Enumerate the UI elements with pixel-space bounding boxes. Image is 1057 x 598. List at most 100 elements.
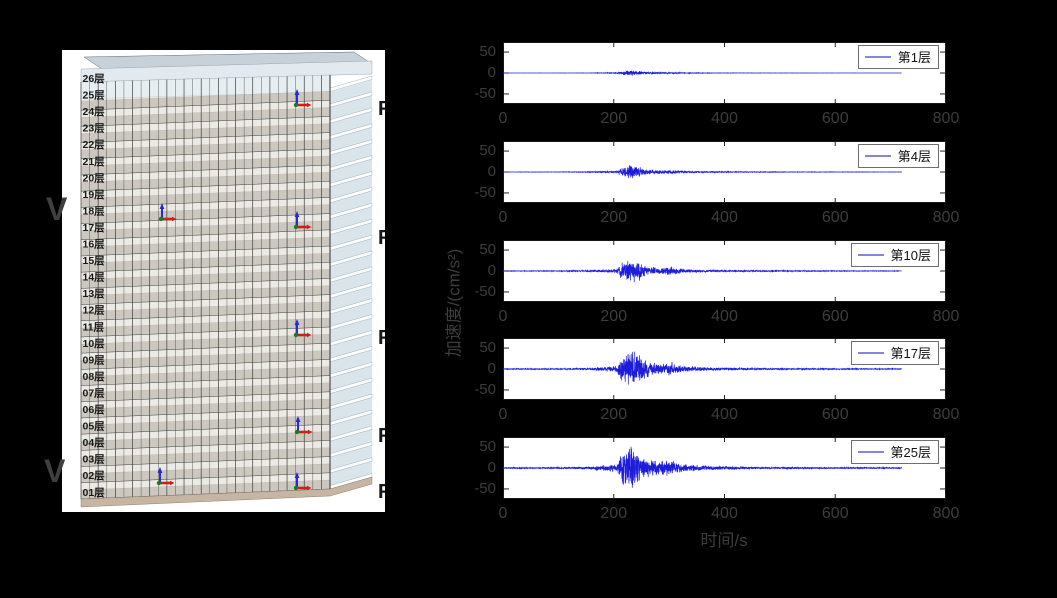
floor-wall-band <box>81 350 330 370</box>
slab-line <box>80 415 331 426</box>
floor-label: 02层 <box>83 470 106 482</box>
x-tick-label: 200 <box>600 406 628 423</box>
acceleration-plot-1: 第1层 <box>503 42 946 104</box>
floor-wall-band <box>81 301 330 321</box>
x-tick-label: 400 <box>711 505 738 522</box>
floor-line <box>80 229 331 241</box>
floor-label: 20层 <box>83 172 106 184</box>
floor-line <box>80 164 331 176</box>
floor-label: 11层 <box>83 321 105 333</box>
edge-partial-letter: F <box>378 481 385 503</box>
slab-line <box>80 91 331 102</box>
sensor-axis-z-arrow <box>295 416 301 422</box>
legend-box: 第4层 <box>857 144 939 168</box>
floor-line <box>80 278 331 289</box>
floor-line <box>80 132 331 143</box>
waveform-trace <box>503 165 902 179</box>
y-tick-label: 0 <box>487 360 496 377</box>
floor-label: 21层 <box>83 156 106 168</box>
y-tick-label: -50 <box>474 183 496 201</box>
floor-label: 17层 <box>83 222 106 234</box>
x-tick-label: 200 <box>600 110 628 127</box>
floor-line <box>80 245 331 257</box>
floor-wall-band <box>81 237 330 256</box>
edge-partial-letter: F <box>378 425 385 447</box>
slab-line <box>80 447 331 458</box>
x-tick-label: 200 <box>600 209 628 226</box>
floor-label: 07层 <box>83 387 106 399</box>
floor-wall-band <box>81 107 330 127</box>
y-tick-label: -50 <box>474 479 496 497</box>
floor-label: 25层 <box>83 90 106 102</box>
x-tick-label: 800 <box>932 110 960 127</box>
legend-label: 第1层 <box>897 50 931 65</box>
waveform-trace <box>503 260 902 283</box>
slab-line <box>80 350 331 361</box>
floor-label: 01层 <box>83 487 106 499</box>
sensor-axis-z-arrow <box>157 467 163 473</box>
x-tick-label: 800 <box>932 308 960 325</box>
sensor-axis-x-arrow <box>308 429 313 435</box>
y-tick-label: -50 <box>474 84 496 102</box>
sensor-axis-z-arrow <box>294 472 300 478</box>
floor-line <box>80 99 331 111</box>
legend-line-sample <box>857 253 884 256</box>
base-slab <box>80 476 373 508</box>
floor-wall-band <box>81 431 330 451</box>
floor-line <box>80 440 331 451</box>
slab-line <box>80 204 331 215</box>
sensor-origin-dot <box>156 480 162 486</box>
floor-line <box>80 472 331 484</box>
slab-line <box>80 366 331 377</box>
waveform-trace <box>503 351 902 385</box>
legend-label: 第25层 <box>890 445 931 460</box>
floor-wall-band <box>81 480 330 499</box>
sensor-axis-z-arrow <box>294 319 300 325</box>
left-partial-letter: V <box>46 191 68 227</box>
floor-label: 12层 <box>83 305 106 317</box>
edge-partial-letter: F <box>378 327 385 349</box>
floor-wall-band <box>81 91 330 111</box>
floor-line <box>80 197 331 208</box>
y-tick-label: 50 <box>479 438 496 456</box>
floor-label: 05层 <box>83 421 106 433</box>
sensor-axis-x-arrow <box>307 485 312 491</box>
floor-line <box>80 116 331 127</box>
floor-line <box>80 342 331 354</box>
legend-label: 第17层 <box>890 346 931 361</box>
sensor-origin-dot <box>293 485 299 491</box>
floor-line <box>80 294 331 305</box>
y-tick-label: 50 <box>479 43 496 61</box>
slab-line <box>80 301 331 312</box>
floor-wall-band <box>81 285 330 305</box>
floor-wall-band <box>81 123 330 143</box>
sensor-origin-dot <box>293 102 299 108</box>
slab-line <box>80 431 331 442</box>
acceleration-plot-5: 第25层 <box>503 437 946 499</box>
floor-wall-band <box>81 447 330 467</box>
floor-line <box>80 407 331 419</box>
legend-line-sample <box>864 154 891 157</box>
x-axis-label: 时间/s <box>700 531 748 550</box>
floor-label: 08层 <box>83 371 106 383</box>
sensor-axis-x-arrow <box>307 332 312 338</box>
floor-line <box>80 391 331 403</box>
y-tick-label: 50 <box>479 339 496 357</box>
legend-line-sample <box>857 351 884 354</box>
slab-line <box>80 382 331 393</box>
floor-line <box>80 148 331 160</box>
x-tick-label: 400 <box>711 406 738 423</box>
y-tick-label: 0 <box>487 163 496 180</box>
floor-line <box>80 261 331 273</box>
floor-label: 10层 <box>83 338 106 350</box>
sensor-axis-x-arrow <box>170 480 175 486</box>
slab-line <box>80 253 331 264</box>
floor-line <box>80 310 331 322</box>
slab-line <box>80 334 331 345</box>
y-tick-label: 0 <box>487 262 496 279</box>
sensor-origin-dot <box>293 332 299 338</box>
y-tick-label: 0 <box>487 64 496 81</box>
x-tick-label: 600 <box>821 505 849 522</box>
floor-wall-band <box>81 318 330 337</box>
